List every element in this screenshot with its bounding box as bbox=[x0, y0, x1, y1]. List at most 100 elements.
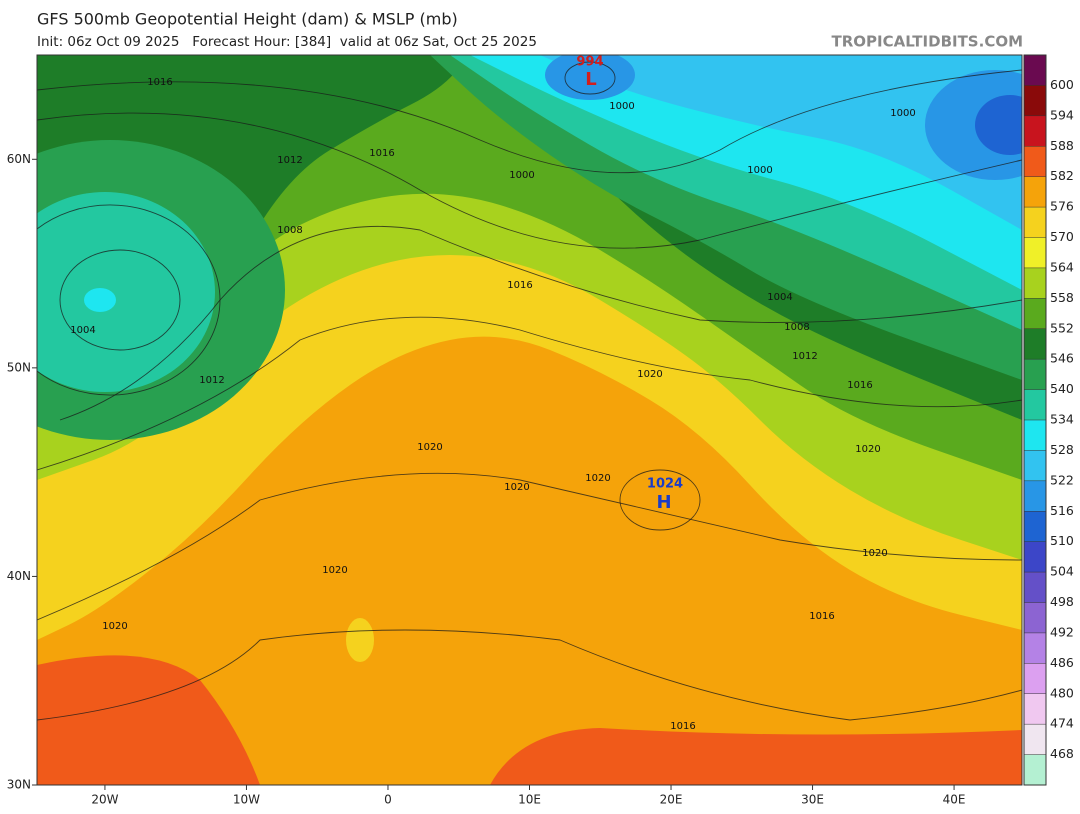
contour-label: 1016 bbox=[809, 611, 834, 622]
contour-label: 1012 bbox=[792, 351, 817, 362]
band bbox=[37, 55, 1022, 390]
isobar bbox=[37, 472, 1022, 621]
x-tick-label: 40E bbox=[943, 793, 966, 807]
band bbox=[84, 288, 116, 312]
colorbar-label: 576 bbox=[1050, 199, 1074, 214]
y-tick-label: 30N bbox=[7, 778, 31, 792]
colorbar-bin bbox=[1024, 541, 1046, 573]
labels: 1016 1012 1016 1000 1000 1000 1000 1008 1004 1008… bbox=[7, 55, 966, 807]
colorbar-bin bbox=[1024, 359, 1046, 390]
isobar bbox=[37, 204, 221, 396]
band bbox=[545, 55, 635, 100]
colorbar-label: 468 bbox=[1050, 746, 1074, 761]
colorbar-bin bbox=[1024, 632, 1046, 664]
contour-label: 1020 bbox=[102, 621, 127, 632]
contour-label: 1000 bbox=[747, 165, 772, 176]
colorbar-bin bbox=[1024, 450, 1046, 482]
contour-label: 1020 bbox=[637, 369, 662, 380]
colorbar-bin bbox=[1024, 115, 1046, 147]
colorbar-bin bbox=[1024, 724, 1046, 755]
colorbar-bin bbox=[1024, 511, 1046, 542]
colorbar-label: 498 bbox=[1050, 594, 1074, 609]
band bbox=[37, 55, 1022, 230]
isobar bbox=[37, 629, 1022, 721]
x-tick-label: 10E bbox=[518, 793, 541, 807]
contour-label: 1016 bbox=[369, 148, 394, 159]
colorbar-bin bbox=[1024, 85, 1046, 117]
low-pressure: 994 bbox=[576, 55, 603, 70]
x-tick-label: 20E bbox=[660, 793, 683, 807]
contour-label: 1004 bbox=[70, 325, 95, 336]
colorbar-label: 474 bbox=[1050, 716, 1074, 731]
isobar bbox=[564, 61, 616, 95]
colorbar-bin bbox=[1024, 663, 1046, 695]
title: GFS 500mb Geopotential Height (dam) & MS… bbox=[37, 10, 458, 29]
contour-label: 1000 bbox=[609, 101, 634, 112]
colorbar-label: 534 bbox=[1050, 412, 1074, 427]
high-letter: H bbox=[656, 492, 671, 513]
contour-label: 1016 bbox=[507, 280, 532, 291]
band bbox=[346, 618, 374, 662]
isobar bbox=[619, 469, 701, 531]
contour-label: 1012 bbox=[277, 155, 302, 166]
colorbar-label: 570 bbox=[1050, 229, 1074, 244]
high-pressure: 1024 bbox=[647, 477, 683, 492]
colorbar-bin bbox=[1024, 754, 1046, 786]
contour-label: 1020 bbox=[855, 444, 880, 455]
contour-label: 1016 bbox=[147, 77, 172, 88]
colorbar-label: 510 bbox=[1050, 533, 1074, 548]
colorbar-label: 588 bbox=[1050, 138, 1074, 153]
contour-label: 1008 bbox=[784, 322, 809, 333]
colorbar-bin bbox=[1024, 146, 1046, 177]
x-tick-label: 20W bbox=[91, 793, 118, 807]
colorbar-bin bbox=[1024, 237, 1046, 269]
colorbar-label: 480 bbox=[1050, 685, 1074, 700]
y-tick-label: 60N bbox=[7, 152, 31, 166]
low-letter: L bbox=[585, 69, 596, 90]
x-tick-label: 10W bbox=[233, 793, 260, 807]
contour-label: 1004 bbox=[767, 292, 792, 303]
colorbar-bin bbox=[1024, 267, 1046, 299]
isobar bbox=[37, 112, 1022, 249]
contour-label: 1020 bbox=[417, 442, 442, 453]
colorbar-bin bbox=[1024, 693, 1046, 725]
subtitle: Init: 06z Oct 09 2025 Forecast Hour: [38… bbox=[37, 34, 537, 50]
colorbar-label: 486 bbox=[1050, 655, 1074, 670]
map-fill bbox=[37, 55, 1022, 785]
colorbar-label: 552 bbox=[1050, 320, 1074, 335]
band bbox=[37, 655, 260, 785]
colorbar-label: 492 bbox=[1050, 624, 1074, 639]
contour-label: 1012 bbox=[199, 375, 224, 386]
colorbar-bin bbox=[1024, 480, 1046, 512]
x-tick-label: 30E bbox=[801, 793, 824, 807]
colorbar-bin bbox=[1024, 420, 1046, 451]
colorbar-bin bbox=[1024, 572, 1046, 603]
x-tick-label: 0 bbox=[384, 793, 392, 807]
band bbox=[490, 728, 1022, 785]
contour-label: 1000 bbox=[509, 170, 534, 181]
colorbar-label: 594 bbox=[1050, 107, 1074, 122]
contour-label: 1020 bbox=[862, 548, 887, 559]
colorbar-label: 504 bbox=[1050, 564, 1074, 579]
colorbar-label: 540 bbox=[1050, 381, 1074, 396]
colorbar-bin bbox=[1024, 328, 1046, 360]
isobar bbox=[59, 225, 1022, 421]
colorbar-bin bbox=[1024, 176, 1046, 208]
contour-label: 1020 bbox=[322, 565, 347, 576]
y-tick-label: 50N bbox=[7, 360, 31, 374]
colorbar-bin bbox=[1024, 207, 1046, 238]
colorbar-label: 600 bbox=[1050, 77, 1074, 92]
colorbar-label: 558 bbox=[1050, 290, 1074, 305]
isobar bbox=[37, 69, 1022, 174]
contour-label: 1020 bbox=[585, 473, 610, 484]
colorbar-label: 564 bbox=[1050, 259, 1074, 274]
contour-label: 1016 bbox=[670, 721, 695, 732]
colorbar-bin bbox=[1024, 389, 1046, 421]
source: TROPICALTIDBITS.COM bbox=[832, 33, 1024, 51]
isobar bbox=[37, 316, 1022, 471]
colorbar-bin bbox=[1024, 298, 1046, 330]
colorbar-label: 546 bbox=[1050, 351, 1074, 366]
colorbar-label: 522 bbox=[1050, 472, 1074, 487]
contour-label: 1020 bbox=[504, 482, 529, 493]
